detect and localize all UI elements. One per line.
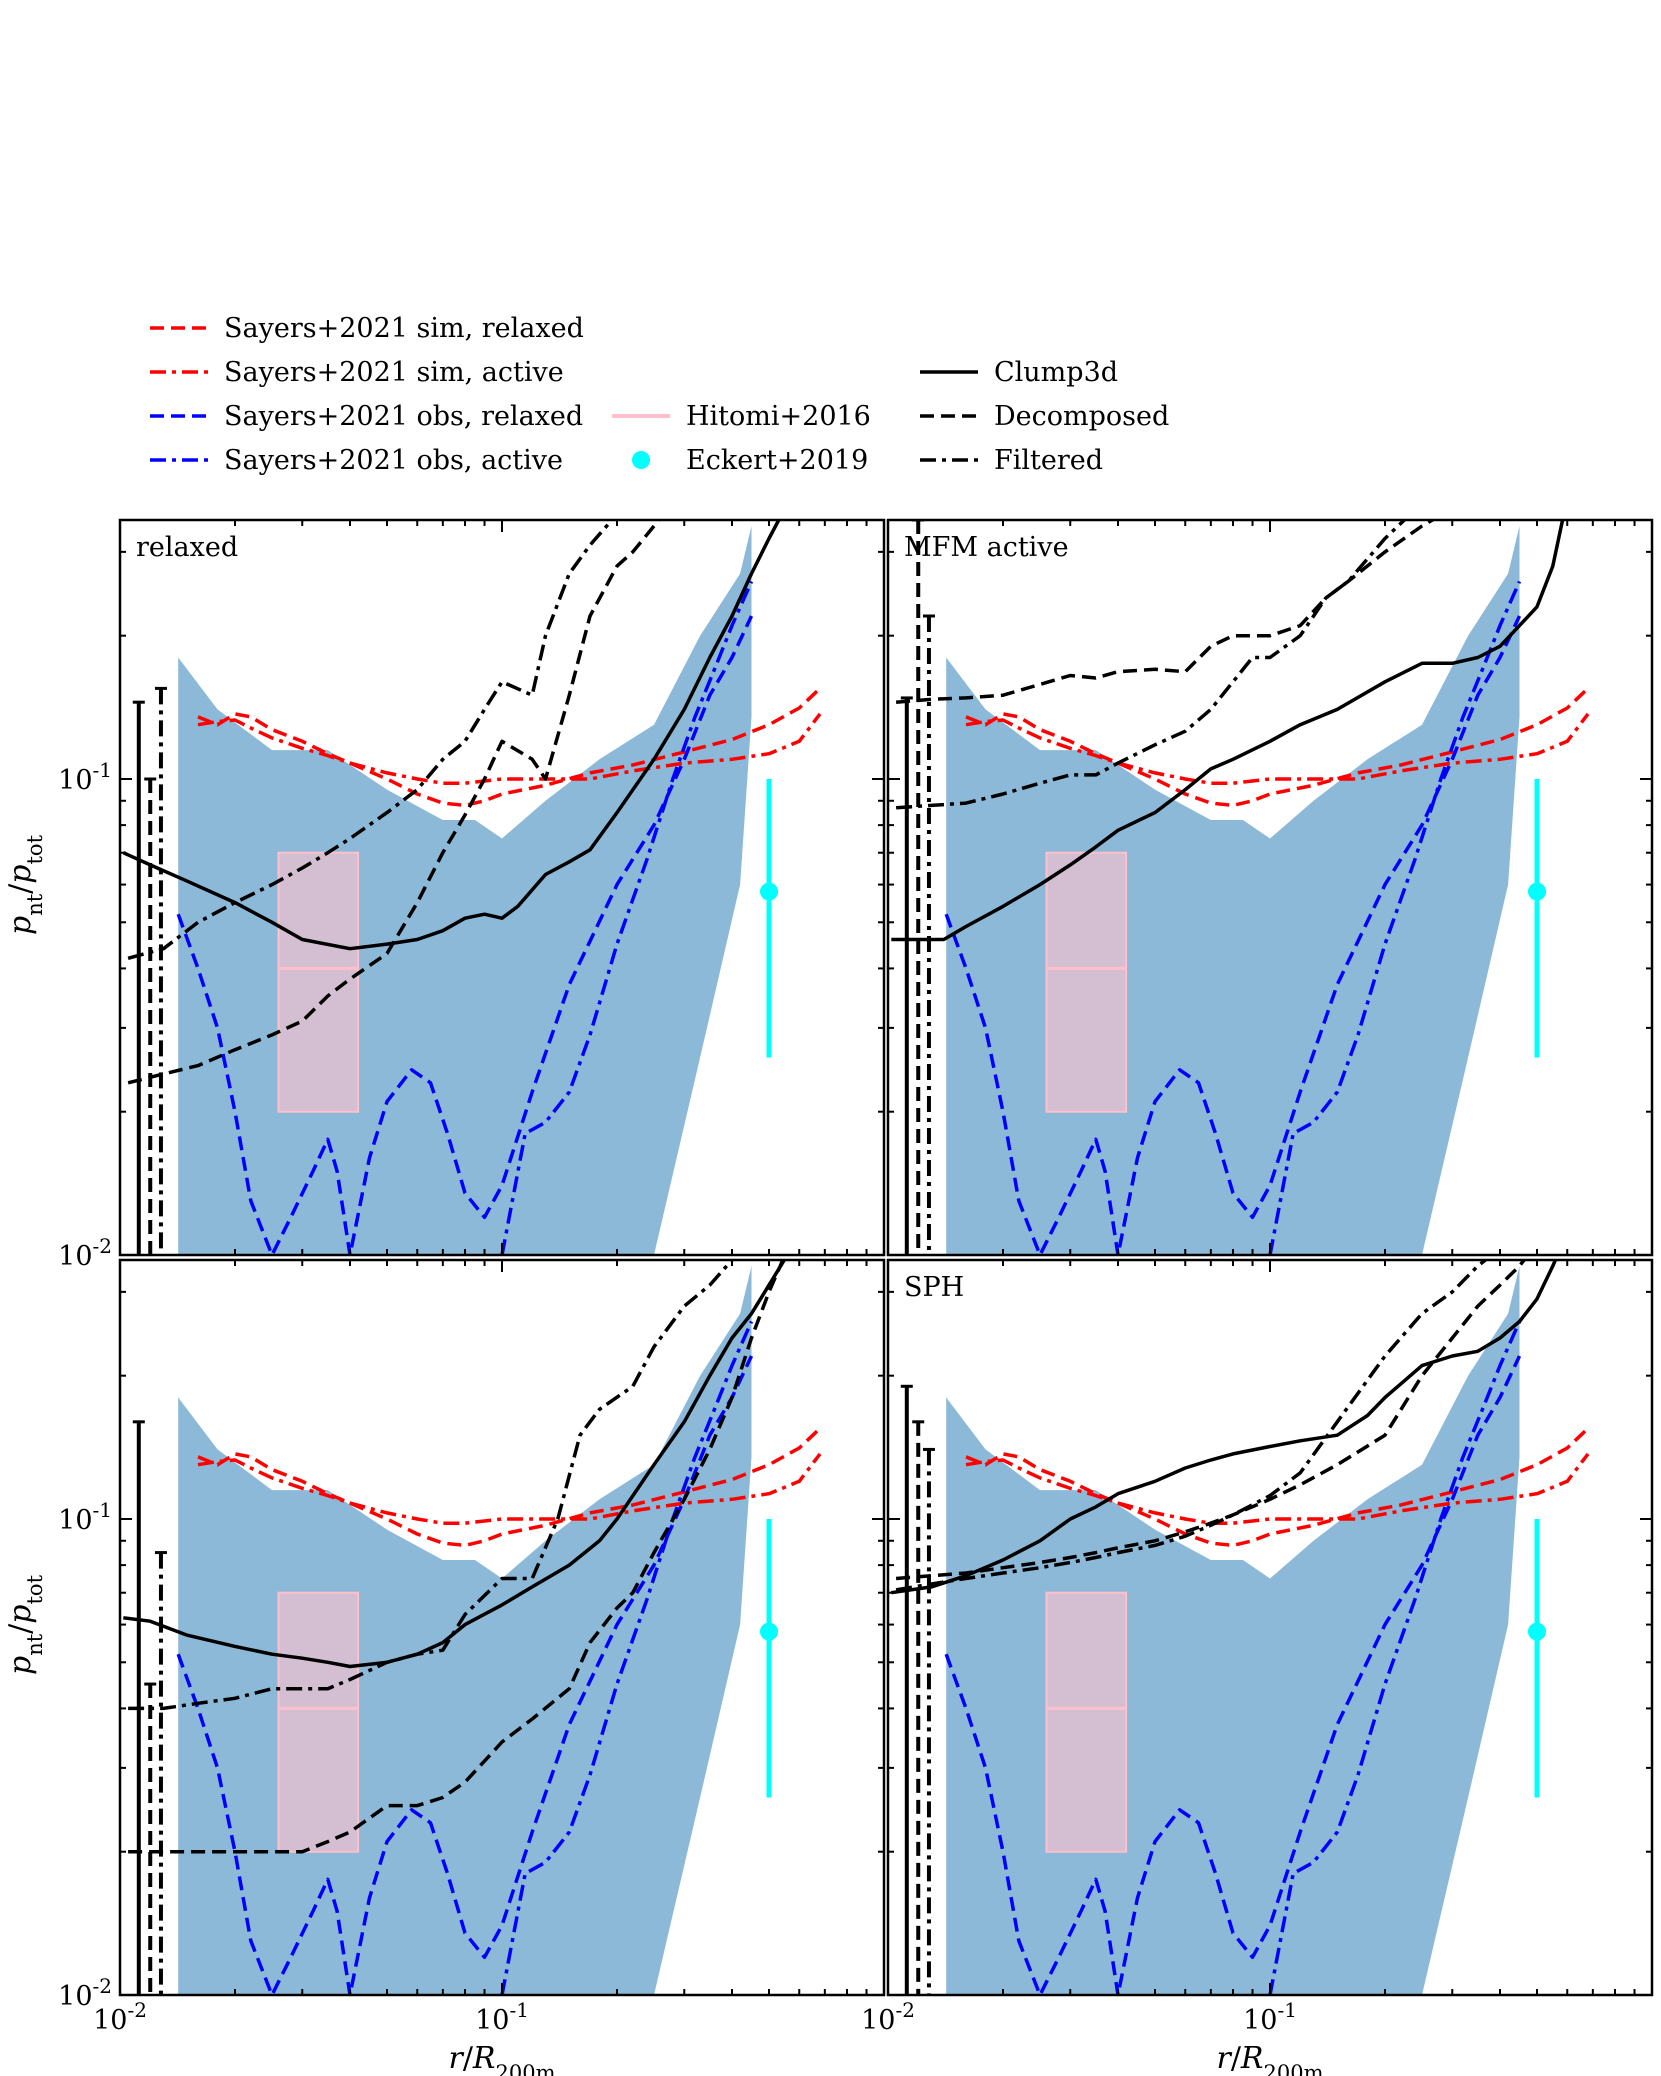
clump3d-line bbox=[123, 1260, 787, 1669]
x-axis-label-right: r/R200m bbox=[1216, 2041, 1323, 2076]
legend-label: Sayers+2021 obs, active bbox=[224, 445, 563, 476]
eckert-point bbox=[760, 882, 779, 901]
filtered-line bbox=[895, 520, 1407, 810]
scatter-band bbox=[178, 1266, 752, 1995]
legend-item: Eckert+2019 bbox=[632, 445, 868, 476]
sayers-obs-active-line bbox=[500, 1320, 754, 1995]
y-axis-label-top: pnt/ptot bbox=[3, 834, 47, 935]
filtered-line bbox=[128, 1260, 735, 1711]
sayers-obs-relaxed-line bbox=[176, 615, 754, 1255]
sayers-sim-relaxed-line bbox=[965, 687, 1590, 808]
legend-item: Sayers+2021 sim, active bbox=[150, 357, 564, 388]
filtered-line bbox=[127, 520, 615, 960]
clump3d-line bbox=[891, 1260, 1558, 1595]
sayers-sim-relaxed-line bbox=[197, 1427, 822, 1548]
sayers-obs-active-line bbox=[500, 580, 754, 1255]
legend-swatch bbox=[632, 451, 650, 469]
y-axis-label-bottom: pnt/ptot bbox=[3, 1574, 47, 1675]
decomposed-line bbox=[127, 520, 662, 1085]
scatter-band bbox=[178, 526, 752, 1255]
sayers-obs-active-line bbox=[1268, 1320, 1522, 1995]
hitomi-box bbox=[1045, 1591, 1128, 1853]
legend-label: Eckert+2019 bbox=[686, 445, 868, 476]
panel-label: SPH bbox=[904, 1272, 964, 1303]
scatter-band bbox=[946, 526, 1520, 1255]
legend-item: Clump3d bbox=[920, 357, 1118, 388]
clump3d-line bbox=[122, 520, 781, 951]
legend-label: Sayers+2021 obs, relaxed bbox=[224, 401, 583, 432]
y-tick-label: 10-1 bbox=[58, 1498, 112, 1536]
panel-label: MFM active bbox=[904, 532, 1069, 563]
x-tick-label: 10-2 bbox=[93, 1998, 147, 2036]
sayers-sim-relaxed-line bbox=[965, 1427, 1590, 1548]
y-tick-label: 10-2 bbox=[58, 1974, 112, 2012]
decomposed-line bbox=[128, 1260, 785, 1854]
legend-label: Sayers+2021 sim, relaxed bbox=[224, 313, 584, 344]
sayers-obs-relaxed-line bbox=[176, 1355, 754, 1995]
legend-label: Sayers+2021 sim, active bbox=[224, 357, 564, 388]
x-axis-label-left: r/R200m bbox=[448, 2041, 555, 2076]
sayers-obs-relaxed-line bbox=[944, 615, 1522, 1255]
eckert-point bbox=[1528, 1622, 1547, 1641]
legend-item: Sayers+2021 obs, active bbox=[150, 445, 563, 476]
y-tick-label: 10-1 bbox=[58, 758, 112, 796]
decomposed-line bbox=[895, 1260, 1527, 1581]
scatter-band bbox=[946, 1266, 1520, 1995]
sayers-obs-relaxed-line bbox=[944, 1355, 1522, 1995]
legend-item: Sayers+2021 obs, relaxed bbox=[150, 401, 583, 432]
panel-1: relaxed 10-1 10-2 bbox=[58, 518, 886, 1272]
legend: Sayers+2021 sim, relaxed Sayers+2021 sim,… bbox=[150, 313, 1169, 476]
legend-item: Hitomi+2016 bbox=[612, 401, 871, 432]
panel-4: SPH 10-2 10-1 bbox=[861, 1258, 1654, 2036]
panel-3: 10-1 10-210-2 10-1 bbox=[58, 1258, 886, 2036]
eckert-point bbox=[760, 1622, 779, 1641]
x-tick-label: 10-1 bbox=[1243, 1998, 1297, 2036]
x-tick-label: 10-1 bbox=[475, 1998, 529, 2036]
sayers-sim-relaxed-line bbox=[197, 687, 822, 808]
panel-2: MFM active bbox=[886, 518, 1654, 1257]
legend-label: Clump3d bbox=[994, 357, 1118, 388]
legend-label: Hitomi+2016 bbox=[686, 401, 871, 432]
filtered-line bbox=[895, 1260, 1489, 1592]
legend-item: Decomposed bbox=[920, 401, 1169, 432]
eckert-point bbox=[1528, 882, 1547, 901]
legend-item: Filtered bbox=[920, 445, 1103, 476]
hitomi-box bbox=[277, 1591, 360, 1853]
x-tick-label: 10-2 bbox=[861, 1998, 915, 2036]
hitomi-box bbox=[1045, 851, 1128, 1113]
y-tick-label: 10-2 bbox=[58, 1234, 112, 1272]
legend-item: Sayers+2021 sim, relaxed bbox=[150, 313, 584, 344]
sayers-obs-active-line bbox=[1268, 580, 1522, 1255]
clump3d-line bbox=[891, 520, 1565, 942]
panel-label: relaxed bbox=[136, 532, 238, 563]
legend-label: Filtered bbox=[994, 445, 1103, 476]
legend-label: Decomposed bbox=[994, 401, 1169, 432]
